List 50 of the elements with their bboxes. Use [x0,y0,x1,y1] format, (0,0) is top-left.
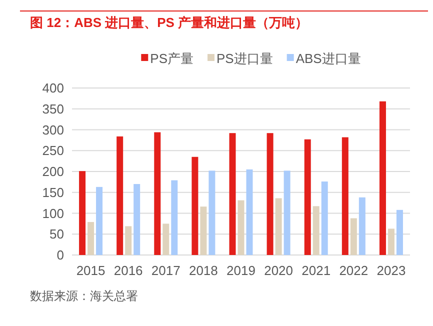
x-tick-label: 2022 [339,263,368,278]
bar [342,137,348,255]
bar [192,156,198,255]
bar [388,228,394,255]
x-tick-label: 2023 [376,263,406,278]
bar [208,170,216,255]
y-tick-label: 50 [50,226,64,242]
legend-label: ABS进口量 [296,51,361,66]
bar [88,222,94,255]
x-tick-label: 2021 [302,263,331,278]
y-tick-label: 150 [42,184,64,200]
legend-label: PS进口量 [216,51,273,66]
y-tick-label: 0 [56,248,64,262]
bar [171,180,178,255]
x-tick-label: 2018 [188,263,218,278]
legend-label: PS产量 [150,51,194,66]
bar [162,224,170,255]
bar [321,182,328,255]
bar [79,171,86,255]
x-tick-label: 2015 [76,263,106,278]
bar [200,206,207,255]
y-tick-label: 200 [42,164,64,179]
y-tick-label: 400 [42,80,64,96]
x-tick-label: 2017 [151,263,180,278]
bar [96,186,103,255]
y-tick-label: 300 [42,122,64,138]
bar [154,132,161,255]
bar [238,200,244,255]
bar [312,206,320,255]
bar [350,218,357,255]
x-tick-label: 2019 [226,263,256,278]
bar [284,170,290,255]
bar [246,169,253,255]
bar [229,133,236,255]
bar [358,197,366,255]
y-tick-label: 350 [42,101,64,116]
y-tick-label: 100 [42,206,64,221]
bar [396,210,403,255]
x-tick-label: 2020 [264,263,294,278]
chart-title: 图 12：ABS 进口量、PS 产量和进口量（万吨） [30,15,308,30]
bar [275,198,282,255]
bar [134,184,140,255]
bar [125,226,132,255]
source-note: 数据来源：海关总署 [30,289,138,303]
bar [266,133,274,255]
bar [379,101,386,255]
bar [304,139,311,255]
x-tick-label: 2016 [114,263,143,278]
y-tick-label: 250 [42,143,64,158]
bar [116,136,124,255]
